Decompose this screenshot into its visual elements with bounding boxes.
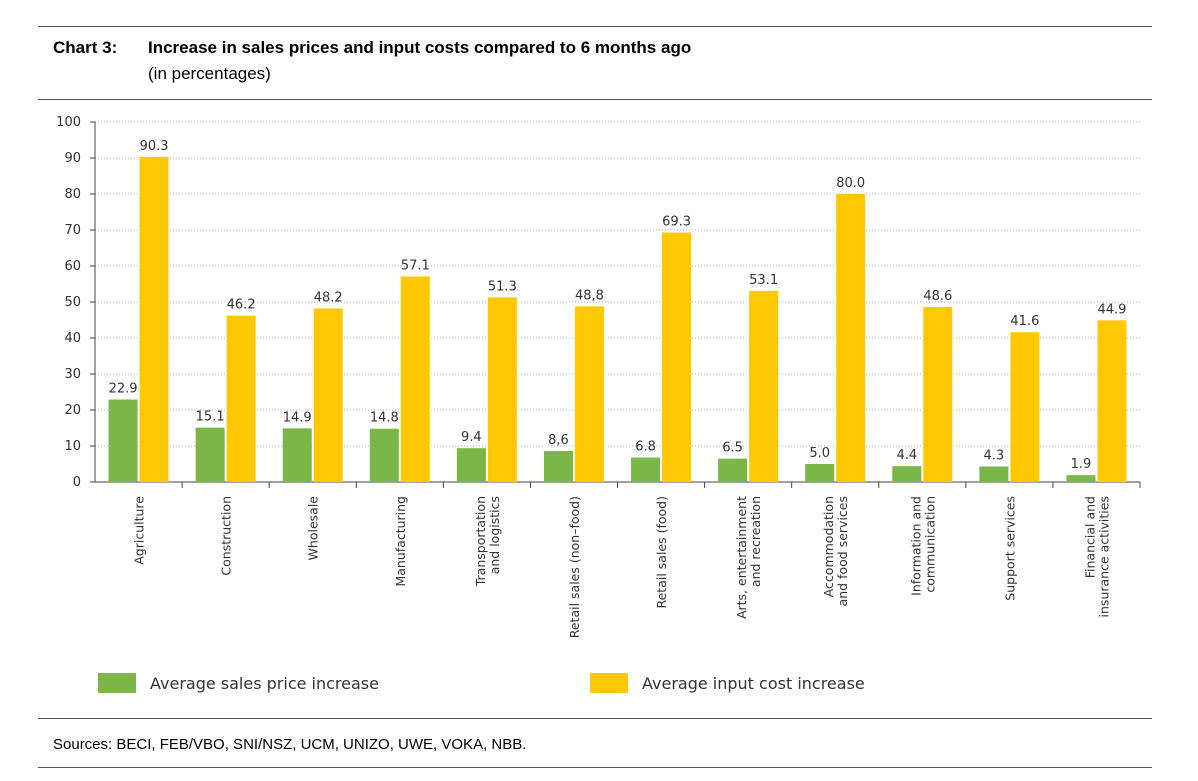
y-tick-label: 80 (64, 187, 81, 202)
y-tick-label: 40 (64, 331, 81, 346)
data-label-input-cost: 48.2 (314, 290, 343, 305)
y-tick-label: 30 (64, 367, 81, 382)
x-category-label: Agriculture (132, 496, 147, 565)
legend-label-input: Average input cost increase (642, 673, 865, 693)
chart-subtitle: (in percentages) (148, 64, 271, 83)
legend-item-input: Average input cost increase (590, 673, 865, 693)
x-category-label: and logistics (487, 496, 502, 574)
y-tick-label: 90 (64, 151, 81, 166)
y-tick-label: 50 (64, 295, 81, 310)
x-category-label: Arts, entertainment (734, 496, 749, 619)
data-label-input-cost: 48.6 (923, 289, 952, 304)
x-category-label: communication (922, 496, 937, 593)
data-label-sales-price: 4.4 (896, 448, 917, 463)
bar-sales-price (369, 428, 399, 482)
y-tick-label: 70 (64, 223, 81, 238)
bar-sales-price (718, 458, 748, 482)
y-tick-label: 20 (64, 403, 81, 418)
x-category-label: Manufacturing (393, 496, 408, 587)
bar-sales-price (456, 448, 486, 482)
bar-input-cost (749, 290, 779, 482)
bar-input-cost (662, 232, 692, 482)
x-category-label: Accommodation (821, 496, 836, 597)
data-label-input-cost: 57.1 (401, 258, 430, 273)
bar-input-cost (1010, 332, 1040, 482)
legend-swatch-input (590, 673, 628, 693)
data-label-input-cost: 51.3 (488, 279, 517, 294)
x-category-label: Retail sales (non–food) (567, 496, 582, 638)
y-tick-label: 60 (64, 259, 81, 274)
bottom-rule (38, 767, 1152, 768)
x-category-label: Retail sales (food) (654, 496, 669, 609)
header-rule (38, 99, 1152, 100)
bar-input-cost (923, 307, 953, 482)
bar-input-cost (400, 276, 430, 482)
legend-swatch-sales (98, 673, 136, 693)
bar-input-cost (574, 306, 604, 482)
bar-sales-price (979, 466, 1009, 482)
x-category-label: insurance activities (1096, 496, 1111, 617)
data-label-sales-price: 14.8 (370, 411, 399, 426)
bar-sales-price (108, 399, 138, 482)
x-category-label: Support services (1002, 496, 1017, 601)
bar-input-cost (226, 315, 256, 482)
data-label-sales-price: 6.5 (722, 441, 743, 456)
data-label-sales-price: 5.0 (809, 446, 830, 461)
data-label-input-cost: 69.3 (662, 215, 691, 230)
x-category-label: and recreation (748, 496, 763, 587)
bar-sales-price (543, 451, 573, 482)
y-tick-label: 100 (56, 115, 81, 130)
x-category-label: Wholesale (306, 496, 321, 561)
data-label-input-cost: 80.0 (836, 176, 865, 191)
bar-sales-price (892, 466, 922, 482)
bar-input-cost (836, 194, 866, 482)
data-label-input-cost: 44.9 (1097, 302, 1126, 317)
data-label-sales-price: 1.9 (1071, 457, 1092, 472)
data-label-input-cost: 41.6 (1010, 314, 1039, 329)
top-rule (38, 26, 1152, 27)
data-label-sales-price: 9.4 (461, 430, 482, 445)
y-tick-label: 10 (64, 439, 81, 454)
data-label-sales-price: 15.1 (196, 410, 225, 425)
data-label-sales-price: 22.9 (109, 382, 138, 397)
data-label-sales-price: 4.3 (984, 449, 1005, 464)
data-label-sales-price: 6.8 (635, 440, 656, 455)
data-label-input-cost: 53.1 (749, 273, 778, 288)
legend-label-sales: Average sales price increase (150, 673, 379, 693)
data-label-input-cost: 48,8 (575, 288, 604, 303)
data-label-sales-price: 14.9 (283, 410, 312, 425)
bar-input-cost (1097, 320, 1127, 482)
chart-number: Chart 3: (53, 38, 118, 57)
bar-sales-price (631, 457, 661, 482)
x-category-label: Information and (908, 496, 923, 596)
x-category-label: Financial and (1082, 496, 1097, 578)
footer-rule (38, 718, 1152, 719)
x-category-label: and food services (835, 496, 850, 606)
sources-note: Sources: BECI, FEB/VBO, SNI/NSZ, UCM, UN… (53, 736, 527, 753)
x-category-label: Construction (219, 496, 234, 576)
data-label-sales-price: 8,6 (548, 433, 569, 448)
x-category-label: Transportation (473, 496, 488, 587)
bar-sales-price (282, 428, 312, 482)
bar-sales-price (1066, 475, 1096, 482)
bar-input-cost (487, 297, 517, 482)
chart-title: Increase in sales prices and input costs… (148, 38, 692, 57)
bar-sales-price (805, 464, 835, 482)
data-label-input-cost: 90.3 (140, 139, 169, 154)
bar-input-cost (139, 156, 169, 483)
legend-item-sales: Average sales price increase (98, 673, 379, 693)
bar-input-cost (313, 308, 343, 482)
bar-sales-price (195, 427, 225, 482)
y-tick-label: 0 (73, 475, 81, 490)
data-label-input-cost: 46.2 (227, 298, 256, 313)
